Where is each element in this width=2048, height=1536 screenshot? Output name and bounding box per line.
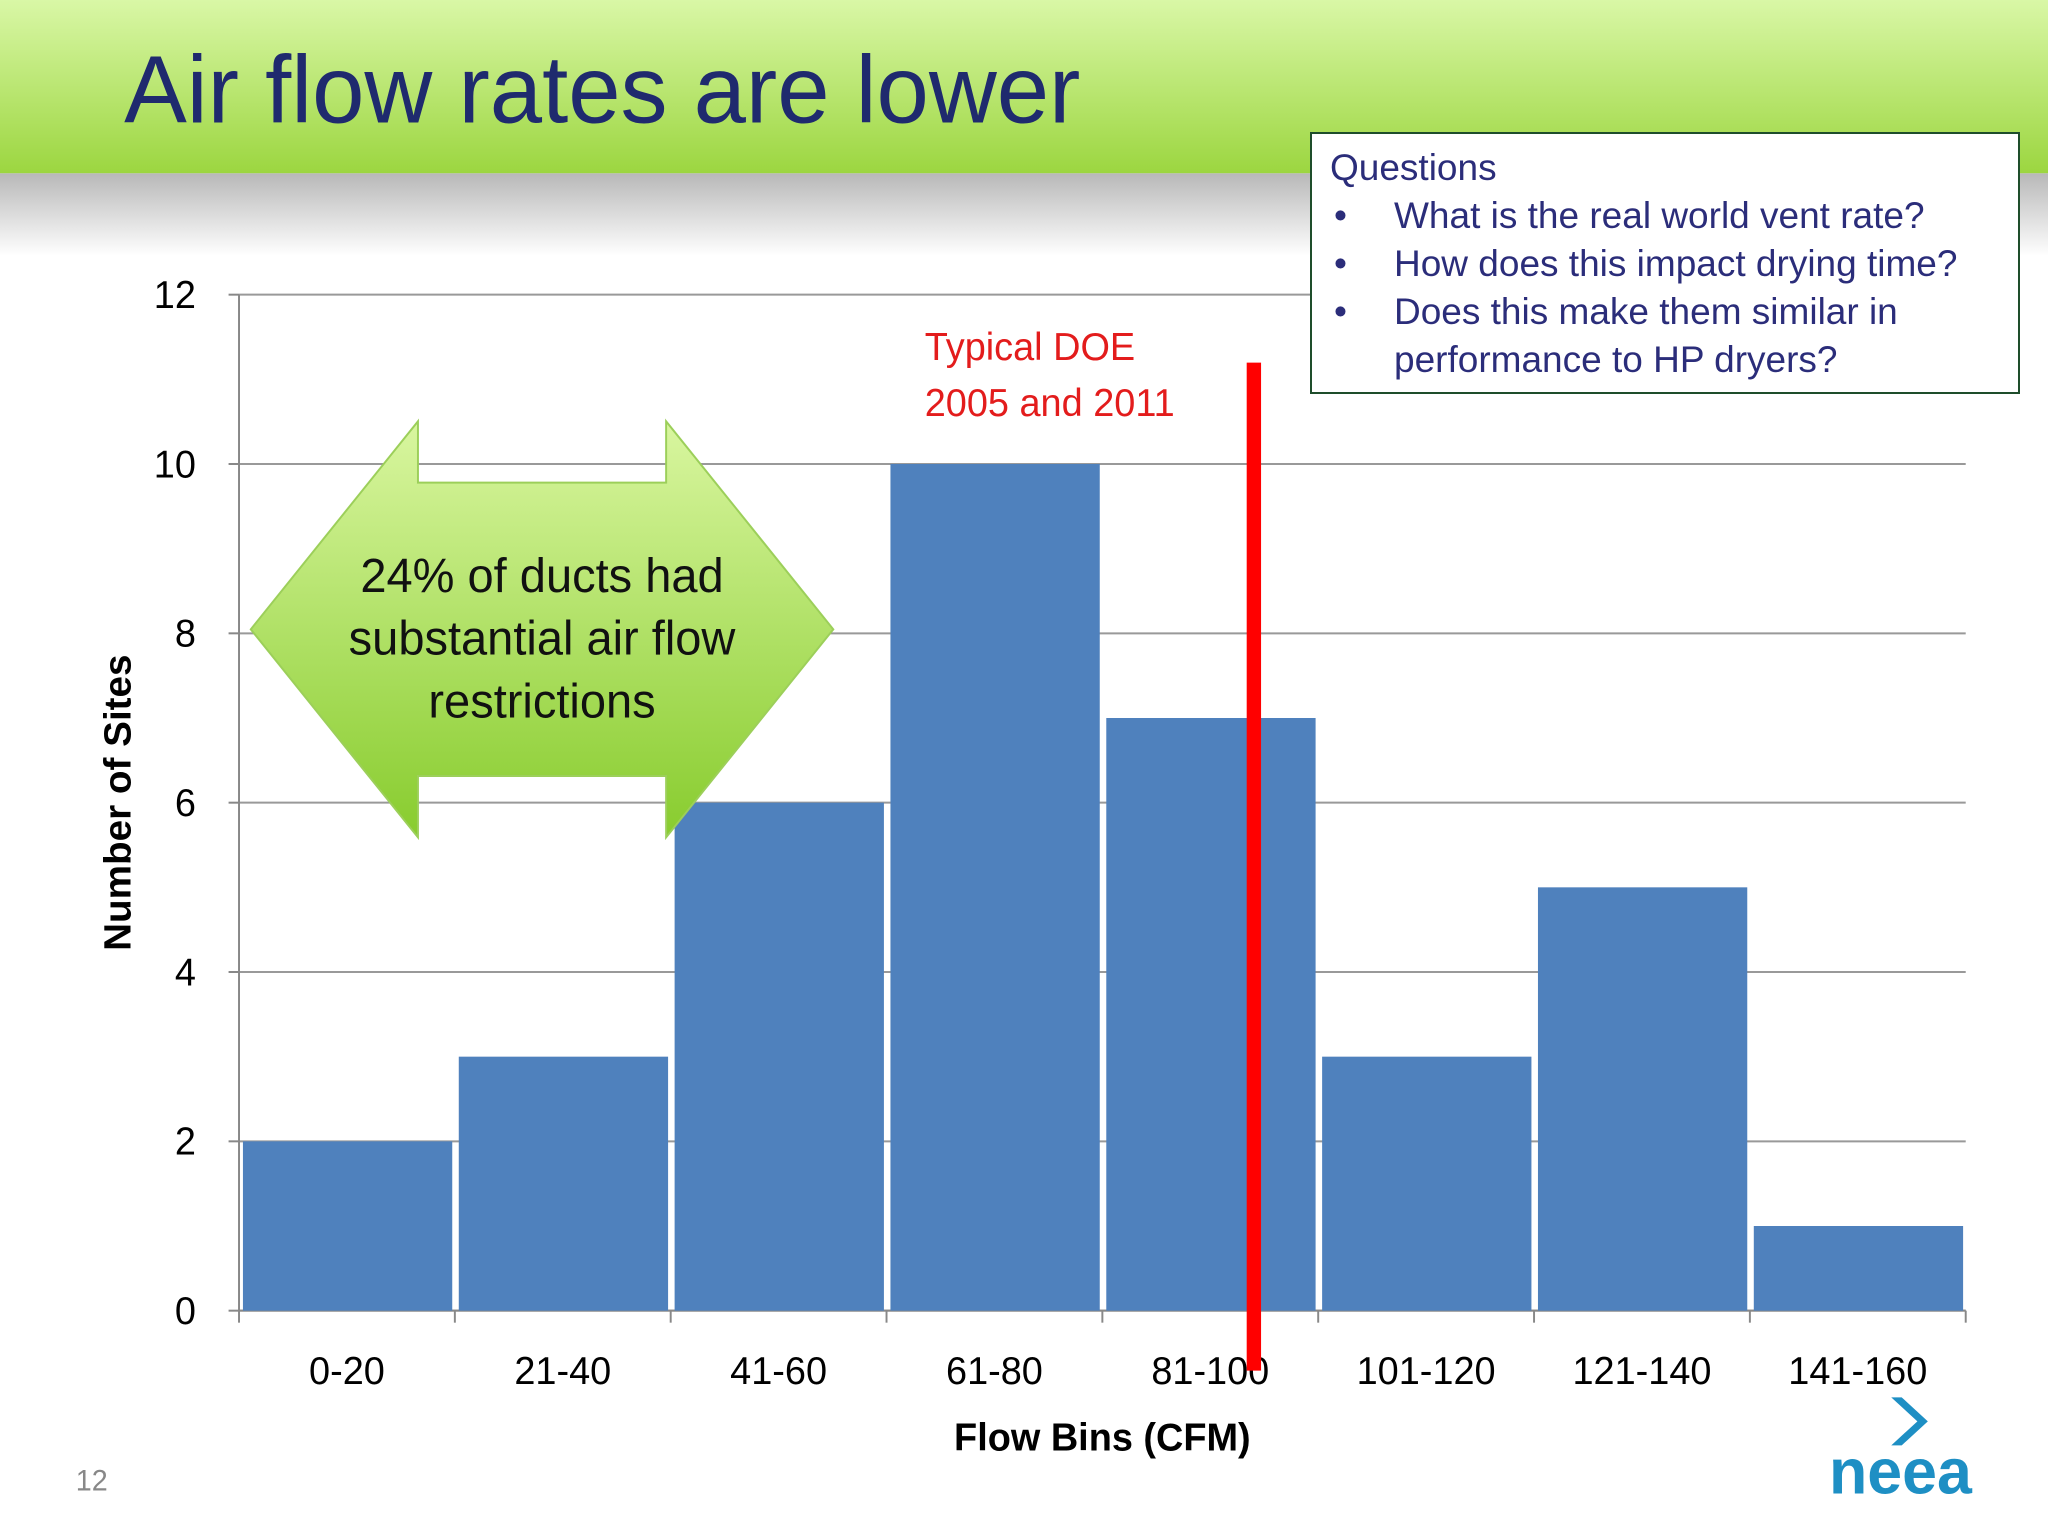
- question: How does this impact drying time?: [1330, 240, 2000, 288]
- questions-title: Questions: [1330, 147, 1497, 188]
- x-tick-label: 141-160: [1788, 1350, 1927, 1393]
- question: What is the real world vent rate?: [1330, 192, 2000, 240]
- bar: [1322, 1056, 1532, 1311]
- page-number: 12: [76, 1465, 108, 1497]
- y-tick-label: 12: [154, 274, 196, 317]
- bar: [1753, 1226, 1964, 1311]
- questions-list: What is the real world vent rate? How do…: [1330, 192, 2000, 384]
- y-tick-label: 8: [175, 612, 196, 655]
- y-tick-label: 2: [175, 1120, 196, 1163]
- y-tick-label: 10: [154, 443, 196, 486]
- bar: [242, 1141, 453, 1311]
- slide-title: Air flow rates are lower: [124, 37, 1080, 144]
- y-axis-title: Number of Sites: [97, 654, 140, 950]
- callout-line: substantial air flow: [349, 612, 736, 666]
- bar: [458, 1056, 669, 1311]
- x-tick-label: 101-120: [1357, 1350, 1496, 1393]
- bar: [674, 802, 884, 1311]
- annotation: Typical DOE: [925, 326, 1135, 369]
- y-tick-label: 0: [175, 1290, 196, 1333]
- callout-line: 24% of ducts had: [360, 550, 723, 604]
- bar: [890, 464, 1100, 1311]
- x-tick-label: 0-20: [309, 1350, 385, 1393]
- x-tick-label: 121-140: [1572, 1350, 1711, 1393]
- callout-line: restrictions: [428, 675, 655, 729]
- x-tick-label: 41-60: [730, 1350, 827, 1393]
- logo: neea: [1829, 1437, 1973, 1508]
- x-axis-title: Flow Bins (CFM): [954, 1416, 1251, 1459]
- x-tick-label: 21-40: [514, 1350, 611, 1393]
- y-tick-label: 4: [175, 951, 196, 994]
- y-tick-label: 6: [175, 782, 196, 825]
- logo-mark: [1891, 1397, 1928, 1446]
- x-tick-label: 61-80: [946, 1350, 1043, 1393]
- annotation: 2005 and 2011: [925, 382, 1175, 425]
- questions-box: Questions What is the real world vent ra…: [1310, 132, 2020, 394]
- bar: [1537, 887, 1748, 1311]
- callout-arrow: [249, 418, 835, 841]
- bar: [1106, 718, 1316, 1311]
- question: Does this make them similar in performan…: [1330, 288, 2000, 384]
